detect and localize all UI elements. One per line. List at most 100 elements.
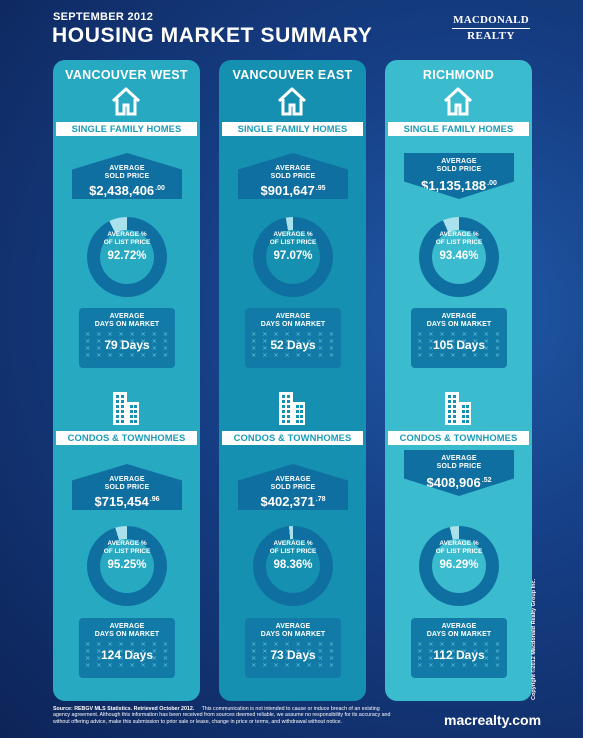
building-icon-wrap [277, 390, 307, 426]
sold-price-label-1: AVERAGE [275, 165, 311, 172]
report-date: SEPTEMBER 2012 [53, 11, 154, 23]
days-on-market-box: AVERAGE DAYS ON MARKET × × × × × × × × ×… [411, 618, 507, 678]
sold-price-main: $715,454 [94, 494, 149, 509]
region-column-vancouver-west: VANCOUVER WEST SINGLE FAMILY HOMES AVERA… [53, 60, 200, 701]
average-sold-price-box: AVERAGE SOLD PRICE $901,647.95 [238, 153, 348, 199]
sold-price-cents: .95 [315, 185, 326, 192]
days-label-1: AVERAGE [109, 313, 145, 320]
sold-price-label-1: AVERAGE [109, 165, 145, 172]
sold-price-value: $901,647.95 [238, 183, 348, 198]
days-label-2: DAYS ON MARKET [260, 631, 326, 638]
list-price-label-1: AVERAGE % [439, 540, 479, 547]
average-sold-price-box: AVERAGE SOLD PRICE $1,135,188.00 [404, 153, 514, 199]
ring-center [100, 539, 154, 593]
list-price-ring: AVERAGE % OF LIST PRICE 97.07% [253, 217, 333, 297]
list-price-label-1: AVERAGE % [107, 540, 147, 547]
list-price-text: AVERAGE % OF LIST PRICE 97.07% [253, 231, 333, 262]
ring-center [100, 230, 154, 284]
average-sold-price-box: AVERAGE SOLD PRICE $2,438,406.00 [72, 153, 182, 199]
page-title: HOUSING MARKET SUMMARY [52, 24, 373, 47]
list-price-ring: AVERAGE % OF LIST PRICE 96.29% [419, 526, 499, 606]
house-icon-wrap [110, 85, 142, 117]
list-price-value: 97.07% [273, 250, 313, 262]
average-sold-price-box: AVERAGE SOLD PRICE $715,454.96 [72, 464, 182, 510]
ring-center [432, 539, 486, 593]
days-label-2: DAYS ON MARKET [260, 321, 326, 328]
copyright-notice: Copyright ©2012 Macdonald Realty Group I… [531, 578, 537, 700]
days-on-market-box: AVERAGE DAYS ON MARKET × × × × × × × × ×… [245, 618, 341, 678]
macdonald-realty-logo: MACDONALD REALTY [447, 14, 535, 42]
average-sold-price-box: AVERAGE SOLD PRICE $408,906.52 [404, 450, 514, 496]
sold-price-main: $901,647 [260, 183, 315, 198]
house-icon-wrap [442, 85, 474, 117]
list-price-label-1: AVERAGE % [439, 231, 479, 238]
sold-price-label-2: SOLD PRICE [270, 484, 316, 491]
list-price-value: 93.46% [439, 250, 479, 262]
list-price-label-1: AVERAGE % [273, 540, 313, 547]
days-on-market-box: AVERAGE DAYS ON MARKET × × × × × × × × ×… [79, 618, 175, 678]
list-price-text: AVERAGE % OF LIST PRICE 92.72% [87, 231, 167, 262]
sold-price-value: $408,906.52 [404, 475, 514, 490]
sold-price-label-1: AVERAGE [441, 455, 477, 462]
list-price-text: AVERAGE % OF LIST PRICE 95.25% [87, 540, 167, 571]
condos-band: CONDOS & TOWNHOMES [388, 431, 529, 445]
sold-price-label-2: SOLD PRICE [270, 173, 316, 180]
house-icon [443, 87, 473, 116]
region-column-richmond: RICHMOND SINGLE FAMILY HOMES AVERAGE SOL… [385, 60, 532, 701]
sold-price-main: $2,438,406 [89, 183, 155, 198]
list-price-label-2: OF LIST PRICE [435, 547, 483, 555]
list-price-label-2: OF LIST PRICE [435, 238, 483, 246]
building-icon [445, 392, 471, 425]
days-value: 73 Days [270, 648, 316, 662]
days-pattern: × × × × × × × × × × × × × × × × × × × × … [251, 331, 335, 359]
sold-price-cents: .00 [487, 180, 497, 187]
days-pattern: × × × × × × × × × × × × × × × × × × × × … [251, 641, 335, 669]
sold-price-cents: .96 [149, 496, 160, 503]
sold-price-label-2: SOLD PRICE [104, 484, 150, 491]
days-pattern: × × × × × × × × × × × × × × × × × × × × … [85, 331, 169, 359]
list-price-label-1: AVERAGE % [107, 231, 147, 238]
building-icon-wrap [443, 390, 473, 426]
days-label-1: AVERAGE [109, 623, 145, 630]
days-label-2: DAYS ON MARKET [426, 321, 492, 328]
single-family-band: SINGLE FAMILY HOMES [56, 122, 197, 136]
days-value: 105 Days [432, 338, 486, 352]
region-name: VANCOUVER WEST [65, 68, 188, 82]
days-label-1: AVERAGE [441, 623, 477, 630]
footer-source: Source: REBGV MLS Statistics. Retrieved … [53, 706, 195, 712]
list-price-ring: AVERAGE % OF LIST PRICE 95.25% [87, 526, 167, 606]
logo-top-text: MACDONALD [453, 14, 529, 26]
list-price-text: AVERAGE % OF LIST PRICE 93.46% [419, 231, 499, 262]
single-family-band: SINGLE FAMILY HOMES [388, 122, 529, 136]
days-value: 79 Days [104, 338, 150, 352]
sold-price-value: $715,454.96 [72, 494, 182, 509]
condos-band: CONDOS & TOWNHOMES [222, 431, 363, 445]
house-icon-wrap [276, 85, 308, 117]
days-label-1: AVERAGE [275, 623, 311, 630]
list-price-ring: AVERAGE % OF LIST PRICE 92.72% [87, 217, 167, 297]
sold-price-cents: .52 [481, 477, 492, 484]
average-sold-price-box: AVERAGE SOLD PRICE $402,371.78 [238, 464, 348, 510]
ring-center [266, 539, 320, 593]
sold-price-label-2: SOLD PRICE [436, 166, 482, 173]
sold-price-main: $402,371 [260, 494, 315, 509]
days-label-1: AVERAGE [441, 313, 477, 320]
website-link[interactable]: macrealty.com [444, 712, 542, 728]
sold-price-label-2: SOLD PRICE [104, 173, 150, 180]
sold-price-main: $1,135,188 [421, 178, 487, 193]
list-price-value: 96.29% [439, 559, 479, 571]
sold-price-value: $2,438,406.00 [72, 183, 182, 198]
list-price-value: 92.72% [107, 250, 147, 262]
region-name: RICHMOND [422, 68, 495, 82]
days-value: 52 Days [270, 338, 316, 352]
days-label-1: AVERAGE [275, 313, 311, 320]
days-label-2: DAYS ON MARKET [94, 321, 160, 328]
list-price-value: 98.36% [273, 559, 313, 571]
sold-price-cents: .78 [315, 496, 326, 503]
list-price-label-2: OF LIST PRICE [269, 238, 317, 246]
sold-price-cents: .00 [155, 185, 165, 192]
days-value: 112 Days [433, 648, 485, 662]
region-name: VANCOUVER EAST [232, 68, 353, 82]
list-price-label-2: OF LIST PRICE [103, 547, 151, 555]
list-price-text: AVERAGE % OF LIST PRICE 96.29% [419, 540, 499, 571]
